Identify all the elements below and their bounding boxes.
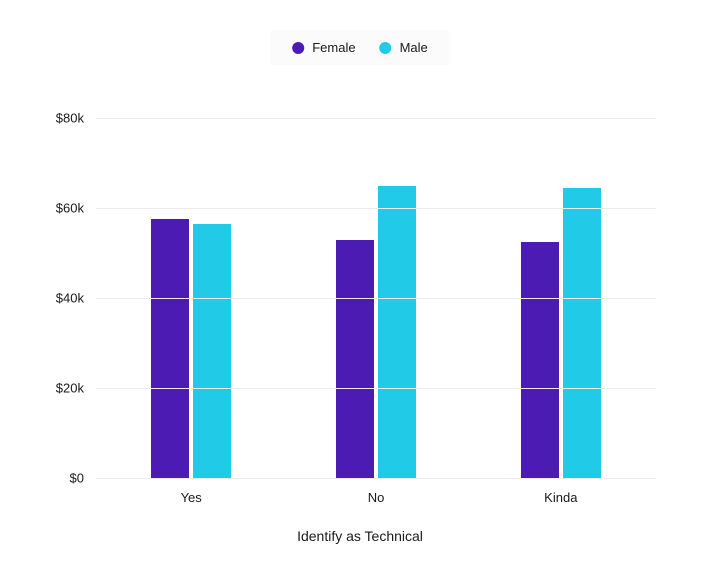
legend-item: Male (380, 40, 428, 55)
legend-swatch (380, 42, 392, 54)
bar (336, 240, 374, 479)
chart-plot-area: $0$20k$40k$60k$80kYesNoKinda (96, 118, 656, 478)
x-axis-label: Identify as Technical (297, 528, 423, 544)
bar (193, 224, 231, 478)
bar (378, 186, 416, 479)
y-tick-label: $40k (56, 291, 96, 306)
legend-swatch (292, 42, 304, 54)
legend: Female Male (270, 30, 450, 65)
y-tick-label: $0 (70, 471, 96, 486)
x-tick-label: No (368, 478, 385, 505)
bar (151, 219, 189, 478)
bar (563, 188, 601, 478)
y-tick-label: $60k (56, 201, 96, 216)
gridline (96, 118, 656, 119)
x-tick-label: Kinda (544, 478, 577, 505)
y-tick-label: $20k (56, 381, 96, 396)
gridline (96, 298, 656, 299)
legend-label: Female (312, 40, 355, 55)
legend-item: Female (292, 40, 355, 55)
gridline (96, 208, 656, 209)
bar (521, 242, 559, 478)
gridline (96, 388, 656, 389)
x-tick-label: Yes (181, 478, 202, 505)
legend-label: Male (400, 40, 428, 55)
y-tick-label: $80k (56, 111, 96, 126)
